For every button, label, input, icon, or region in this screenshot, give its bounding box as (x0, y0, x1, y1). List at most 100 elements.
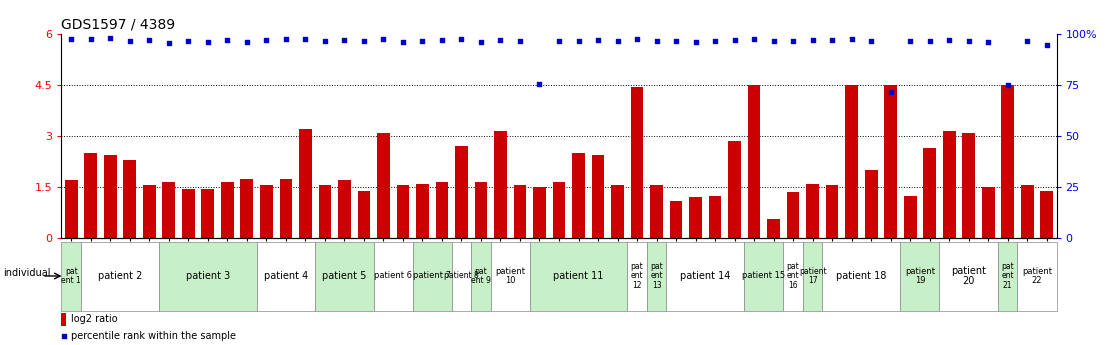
Bar (61, 313, 66, 326)
Point (1018, 38, 1036, 43)
Bar (260, 186, 273, 238)
Bar (982, 187, 995, 238)
Bar (884, 85, 897, 238)
Bar (748, 85, 760, 238)
Point (959, 38, 977, 43)
Point (901, 38, 919, 43)
Bar (998, 241, 1017, 310)
Bar (104, 155, 116, 238)
Bar (530, 241, 627, 310)
Bar (61, 241, 80, 310)
Point (1038, 42, 1055, 47)
Bar (845, 85, 858, 238)
Bar (709, 196, 721, 238)
Bar (513, 186, 527, 238)
Point (433, 37, 451, 42)
Text: patient
10: patient 10 (495, 267, 525, 285)
Bar (1021, 186, 1033, 238)
Bar (803, 241, 823, 310)
Point (765, 38, 783, 43)
Text: patient 8: patient 8 (444, 272, 479, 280)
Bar (494, 131, 506, 238)
Bar (745, 241, 784, 310)
Text: pat
ent
16: pat ent 16 (787, 262, 799, 290)
Bar (533, 187, 546, 238)
Bar (903, 196, 917, 238)
Bar (471, 241, 491, 310)
Point (238, 39, 256, 45)
Point (726, 37, 743, 42)
Point (667, 38, 685, 43)
Point (335, 37, 353, 42)
Text: patient 18: patient 18 (836, 271, 887, 281)
Bar (823, 241, 900, 310)
Point (707, 38, 724, 43)
Point (141, 37, 159, 42)
Bar (358, 190, 370, 238)
Bar (475, 182, 487, 238)
Point (979, 39, 997, 45)
Point (862, 38, 880, 43)
Bar (221, 182, 234, 238)
Bar (377, 133, 390, 238)
Text: patient
17: patient 17 (799, 267, 826, 285)
Point (647, 38, 665, 43)
Point (511, 38, 529, 43)
Point (569, 38, 587, 43)
Bar (143, 186, 155, 238)
Text: GDS1597 / 4389: GDS1597 / 4389 (61, 18, 176, 32)
Bar (257, 241, 315, 310)
Point (160, 40, 178, 46)
Bar (826, 186, 838, 238)
Bar (85, 153, 97, 238)
Bar (1041, 190, 1053, 238)
Bar (787, 192, 799, 238)
Bar (572, 153, 585, 238)
Point (375, 36, 392, 41)
Text: pat
ent
12: pat ent 12 (631, 262, 644, 290)
Text: patient 6: patient 6 (375, 272, 413, 280)
Bar (942, 131, 956, 238)
Point (55, 334, 73, 339)
Bar (1002, 85, 1014, 238)
Point (121, 38, 139, 43)
Bar (338, 180, 351, 238)
Point (608, 38, 626, 43)
Point (550, 38, 568, 43)
Bar (666, 241, 745, 310)
Point (628, 36, 646, 41)
Text: patient 7: patient 7 (414, 272, 452, 280)
Bar (612, 186, 624, 238)
Point (492, 37, 510, 42)
Bar (591, 155, 605, 238)
Point (998, 82, 1016, 88)
Text: pat
ent 1: pat ent 1 (61, 267, 82, 285)
Bar (201, 189, 215, 238)
Bar (627, 241, 647, 310)
Text: patient 11: patient 11 (553, 271, 604, 281)
Point (843, 36, 861, 41)
Point (277, 36, 295, 41)
Text: percentile rank within the sample: percentile rank within the sample (72, 332, 236, 341)
Bar (631, 87, 643, 238)
Point (472, 39, 490, 45)
Bar (397, 186, 409, 238)
Bar (651, 186, 663, 238)
Bar (280, 179, 292, 238)
Text: patient 14: patient 14 (680, 271, 730, 281)
Point (316, 38, 334, 43)
Point (354, 38, 372, 43)
Bar (806, 184, 819, 238)
Bar (240, 179, 253, 238)
Point (686, 39, 704, 45)
Text: pat
ent 9: pat ent 9 (471, 267, 491, 285)
Bar (413, 241, 452, 310)
Point (882, 89, 900, 95)
Bar (670, 201, 682, 238)
Point (296, 36, 314, 41)
Bar (784, 241, 803, 310)
Bar (455, 146, 467, 238)
Bar (865, 170, 878, 238)
Bar (1017, 241, 1057, 310)
Point (199, 39, 217, 45)
